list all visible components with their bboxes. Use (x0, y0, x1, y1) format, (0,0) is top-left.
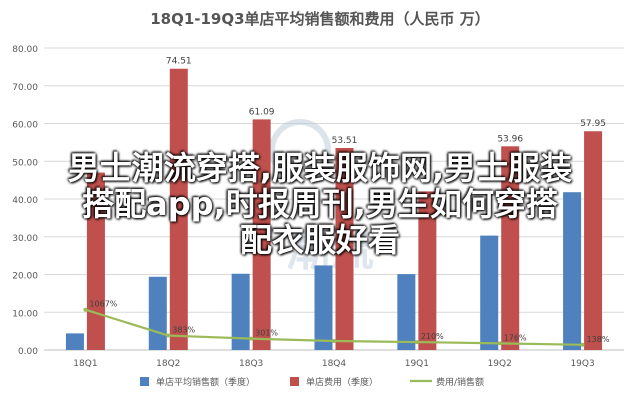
ratio-point-18Q1 (83, 307, 88, 312)
ratio-label: 210% (421, 332, 444, 341)
y-tick-label: 40.00 (12, 196, 38, 206)
ratio-label: 383% (172, 326, 195, 335)
overlay-line-3: 配衣服好看 (239, 221, 400, 259)
chart-title: 18Q1-19Q3单店平均销售额和费用（人民币 万） (150, 10, 490, 28)
bar-sales-19Q2 (480, 235, 499, 350)
x-tick-label: 18Q2 (156, 359, 180, 369)
x-tick-label: 18Q3 (239, 359, 263, 369)
ratio-point-19Q1 (414, 340, 419, 345)
gridlines (44, 47, 624, 351)
ratio-label: 1067% (89, 300, 117, 309)
bar-cost-19Q3 (584, 131, 603, 350)
bar-cost-18Q1 (86, 172, 105, 350)
ratio-label: 176% (504, 333, 527, 342)
y-tick-label: 20.00 (12, 272, 38, 282)
ratio-label: 138% (587, 335, 610, 344)
y-tick-label: 10.00 (12, 309, 38, 319)
legend-label: 单店费用（季度） (306, 376, 378, 388)
data-label: 53.96 (497, 134, 523, 144)
bar-cost-18Q2 (169, 68, 188, 351)
legend-label: 单店平均销售额（季度） (156, 376, 255, 388)
data-label: 53.51 (332, 136, 358, 146)
x-tick-label: 19Q1 (405, 359, 429, 369)
y-tick-label: 60.00 (12, 121, 38, 131)
bar-cost-18Q4 (335, 147, 354, 350)
y-tick-label: 80.00 (12, 45, 38, 55)
y-axis-ticks: 0.00 10.00 20.00 30.00 40.00 50.00 60.00 70.00 8… (12, 45, 38, 357)
x-tick-label: 19Q3 (570, 359, 594, 369)
ratio-point-18Q3 (249, 336, 254, 341)
x-tick-label: 19Q2 (488, 359, 512, 369)
legend: 单店平均销售额（季度） 单店费用（季度） 费用/销售额 (140, 376, 484, 388)
x-axis-ticks: 18Q1 18Q2 18Q3 18Q4 19Q1 19Q2 19Q3 (73, 359, 594, 369)
ratio-point-18Q2 (166, 333, 171, 338)
legend-swatch (140, 377, 149, 386)
bar-cost-19Q1 (418, 191, 437, 350)
ratio-label: 301% (255, 329, 278, 338)
overlay-line-1: 男士潮流穿搭,服装服饰网,男士服装 (67, 149, 573, 187)
overlay-caption: 男士潮流穿搭,服装服饰网,男士服装 搭配app,时报周刊,男生如何穿搭 配衣服好… (0, 150, 640, 258)
overlay-line-2: 搭配app,时报周刊,男生如何穿搭 (82, 185, 558, 223)
x-tick-label: 18Q4 (322, 359, 347, 369)
bar-sales-18Q4 (314, 265, 333, 350)
y-tick-label: 0.00 (18, 347, 38, 357)
ratio-point-19Q2 (497, 341, 502, 346)
legend-swatch (290, 377, 299, 386)
bar-sales-18Q2 (148, 276, 167, 350)
y-tick-label: 70.00 (12, 83, 38, 93)
y-tick-label: 50.00 (12, 158, 38, 168)
ratio-point-18Q4 (332, 338, 336, 343)
ratio-point-19Q3 (580, 342, 585, 347)
bar-cost-18Q3 (252, 119, 271, 350)
data-labels: 74.51 61.09 53.51 53.96 57.95 1067% 383% 301% 21… (89, 57, 609, 344)
bar-cost-19Q2 (501, 146, 520, 350)
bar-sales-19Q1 (397, 274, 416, 350)
x-tick-label: 18Q1 (73, 359, 97, 369)
bar-sales-19Q3 (563, 192, 582, 350)
watermark-ring (269, 119, 331, 181)
ratio-line (83, 307, 585, 347)
data-label: 74.51 (166, 57, 192, 67)
legend-label: 费用/销售额 (436, 376, 484, 388)
bars (65, 68, 603, 351)
bar-sales-18Q1 (65, 333, 84, 350)
y-tick-label: 30.00 (12, 234, 38, 244)
bar-sales-18Q3 (231, 273, 250, 350)
data-label: 57.95 (580, 119, 606, 129)
data-label: 61.09 (249, 107, 275, 117)
